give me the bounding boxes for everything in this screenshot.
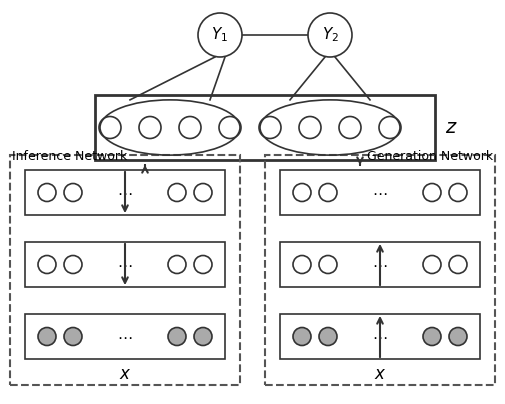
Text: Inference Network: Inference Network: [12, 150, 127, 163]
Circle shape: [168, 183, 186, 202]
Text: $\cdots$: $\cdots$: [117, 329, 132, 344]
FancyBboxPatch shape: [25, 314, 225, 359]
Circle shape: [168, 255, 186, 274]
Circle shape: [292, 255, 311, 274]
Circle shape: [422, 183, 440, 202]
Text: Generation Network: Generation Network: [366, 150, 492, 163]
Circle shape: [38, 183, 56, 202]
Circle shape: [193, 328, 212, 345]
Circle shape: [292, 328, 311, 345]
Circle shape: [64, 328, 82, 345]
Text: $\cdots$: $\cdots$: [117, 257, 132, 272]
Circle shape: [338, 116, 360, 139]
Circle shape: [38, 255, 56, 274]
Circle shape: [378, 116, 400, 139]
FancyBboxPatch shape: [25, 170, 225, 215]
Text: $\cdots$: $\cdots$: [372, 185, 387, 200]
FancyBboxPatch shape: [25, 242, 225, 287]
Circle shape: [193, 183, 212, 202]
Circle shape: [318, 328, 336, 345]
Text: $\cdots$: $\cdots$: [117, 185, 132, 200]
Circle shape: [193, 255, 212, 274]
Circle shape: [38, 328, 56, 345]
Circle shape: [318, 255, 336, 274]
Circle shape: [422, 328, 440, 345]
Circle shape: [422, 255, 440, 274]
FancyBboxPatch shape: [279, 242, 479, 287]
Circle shape: [64, 255, 82, 274]
Text: $x$: $x$: [373, 365, 385, 383]
Circle shape: [219, 116, 240, 139]
Circle shape: [298, 116, 320, 139]
Circle shape: [448, 255, 466, 274]
Circle shape: [448, 328, 466, 345]
Circle shape: [197, 13, 241, 57]
Text: $\cdots$: $\cdots$: [372, 329, 387, 344]
FancyBboxPatch shape: [279, 314, 479, 359]
Circle shape: [318, 183, 336, 202]
Text: $Y_1$: $Y_1$: [211, 25, 228, 44]
FancyBboxPatch shape: [95, 95, 434, 160]
Circle shape: [292, 183, 311, 202]
Circle shape: [139, 116, 161, 139]
Circle shape: [64, 183, 82, 202]
Text: $Y_2$: $Y_2$: [321, 25, 338, 44]
Circle shape: [168, 328, 186, 345]
Circle shape: [179, 116, 200, 139]
Circle shape: [308, 13, 351, 57]
Text: $\cdots$: $\cdots$: [372, 257, 387, 272]
Text: z: z: [444, 118, 454, 137]
Text: $x$: $x$: [119, 365, 131, 383]
Circle shape: [259, 116, 280, 139]
FancyBboxPatch shape: [279, 170, 479, 215]
Circle shape: [99, 116, 121, 139]
Circle shape: [448, 183, 466, 202]
